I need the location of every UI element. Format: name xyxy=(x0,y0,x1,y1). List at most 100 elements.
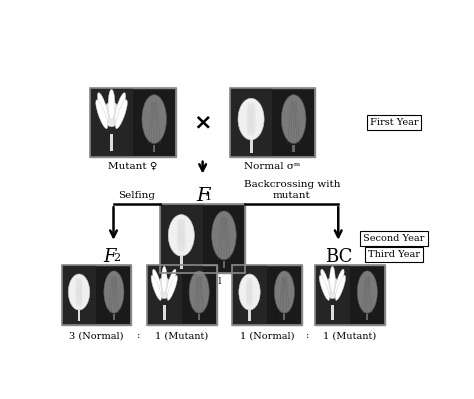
Text: 1: 1 xyxy=(204,192,211,202)
Text: F: F xyxy=(103,248,116,266)
Ellipse shape xyxy=(336,275,346,300)
Bar xyxy=(78,310,80,322)
Ellipse shape xyxy=(238,98,264,140)
Bar xyxy=(198,314,200,320)
Bar xyxy=(230,88,273,157)
Bar xyxy=(62,265,96,325)
Text: 3 (Normal): 3 (Normal) xyxy=(69,331,124,340)
Ellipse shape xyxy=(68,274,90,310)
Ellipse shape xyxy=(321,269,330,294)
Bar xyxy=(160,204,245,273)
Text: ×: × xyxy=(193,113,212,132)
Bar xyxy=(232,265,302,325)
Ellipse shape xyxy=(326,277,339,299)
Ellipse shape xyxy=(247,278,250,306)
Bar xyxy=(90,88,133,157)
Text: Mutant ♀: Mutant ♀ xyxy=(108,162,158,171)
Ellipse shape xyxy=(104,271,124,313)
Ellipse shape xyxy=(180,219,183,252)
Bar xyxy=(180,255,183,269)
Bar xyxy=(315,265,385,325)
Ellipse shape xyxy=(76,278,79,306)
Text: Third Year: Third Year xyxy=(368,250,420,259)
Bar xyxy=(315,265,350,325)
Ellipse shape xyxy=(108,89,115,120)
Ellipse shape xyxy=(115,100,128,129)
Bar xyxy=(223,261,225,268)
Ellipse shape xyxy=(75,278,78,306)
Ellipse shape xyxy=(80,278,83,306)
Ellipse shape xyxy=(96,100,108,129)
Text: Normal: Normal xyxy=(183,277,222,286)
Ellipse shape xyxy=(142,95,166,144)
Ellipse shape xyxy=(251,103,254,136)
Bar xyxy=(292,145,295,152)
Text: 1 (Mutant): 1 (Mutant) xyxy=(155,331,209,340)
Ellipse shape xyxy=(357,271,377,313)
Ellipse shape xyxy=(282,95,306,144)
Bar xyxy=(153,145,155,152)
Text: Selfing: Selfing xyxy=(118,191,155,200)
Ellipse shape xyxy=(79,278,82,306)
Bar xyxy=(147,265,217,325)
Ellipse shape xyxy=(246,103,250,136)
Bar xyxy=(113,314,115,320)
Bar xyxy=(160,204,202,273)
Text: :: : xyxy=(137,331,141,340)
Ellipse shape xyxy=(115,93,126,122)
Bar xyxy=(248,310,251,322)
Text: 1 (Mutant): 1 (Mutant) xyxy=(323,331,376,340)
Ellipse shape xyxy=(103,102,120,127)
Ellipse shape xyxy=(151,275,161,300)
Bar xyxy=(163,305,165,320)
Bar xyxy=(90,88,175,157)
Bar xyxy=(366,314,368,320)
Ellipse shape xyxy=(78,278,81,306)
Bar xyxy=(232,265,302,325)
Ellipse shape xyxy=(274,271,294,313)
Text: First Year: First Year xyxy=(370,118,419,127)
Text: F: F xyxy=(196,187,210,205)
Ellipse shape xyxy=(249,278,252,306)
Ellipse shape xyxy=(167,275,177,300)
Ellipse shape xyxy=(239,274,260,310)
Text: 2: 2 xyxy=(113,253,120,263)
Bar xyxy=(62,265,131,325)
Text: Normal σᵐ: Normal σᵐ xyxy=(244,162,301,171)
Ellipse shape xyxy=(153,269,162,294)
Bar xyxy=(147,265,182,325)
Ellipse shape xyxy=(98,93,109,122)
Ellipse shape xyxy=(181,219,184,252)
Ellipse shape xyxy=(252,103,255,136)
Ellipse shape xyxy=(335,269,344,294)
Bar xyxy=(90,88,175,157)
Text: BC: BC xyxy=(325,248,352,266)
Ellipse shape xyxy=(189,271,209,313)
Ellipse shape xyxy=(177,219,181,252)
Ellipse shape xyxy=(248,278,251,306)
Ellipse shape xyxy=(182,219,186,252)
Bar xyxy=(230,88,315,157)
Bar xyxy=(249,139,253,153)
Bar xyxy=(230,88,315,157)
Ellipse shape xyxy=(248,103,252,136)
Ellipse shape xyxy=(249,103,253,136)
Bar xyxy=(160,204,245,273)
Ellipse shape xyxy=(168,215,194,256)
Bar xyxy=(147,265,217,325)
Text: Backcrossing with
mutant: Backcrossing with mutant xyxy=(244,180,340,200)
Ellipse shape xyxy=(157,277,171,299)
Bar xyxy=(315,265,385,325)
Bar xyxy=(331,305,334,320)
Ellipse shape xyxy=(319,275,329,300)
Bar xyxy=(110,134,113,151)
Ellipse shape xyxy=(330,266,335,292)
Bar xyxy=(62,265,131,325)
Ellipse shape xyxy=(162,266,167,292)
Bar xyxy=(283,314,285,320)
Bar xyxy=(232,265,267,325)
Ellipse shape xyxy=(178,219,182,252)
Text: Second Year: Second Year xyxy=(364,234,425,243)
Ellipse shape xyxy=(250,278,253,306)
Text: 1 (Normal): 1 (Normal) xyxy=(240,331,294,340)
